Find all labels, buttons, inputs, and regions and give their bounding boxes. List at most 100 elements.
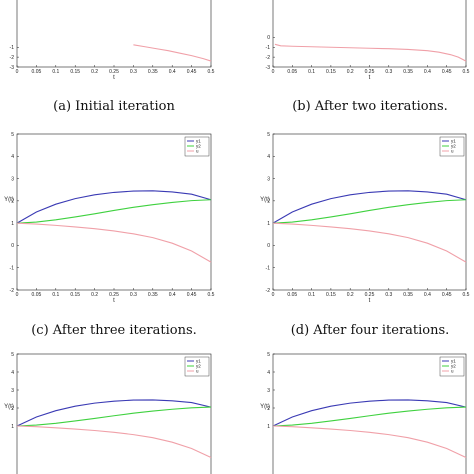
y-tick-label: -3 <box>266 65 271 71</box>
x-tick-label: 0 <box>272 69 275 75</box>
y-tick-label: -2 <box>10 288 15 294</box>
x-tick-label: 0.2 <box>91 292 98 298</box>
x-tick-label: 0.4 <box>169 292 176 298</box>
y-tick-label: 0 <box>11 243 14 249</box>
y-tick-label: 2 <box>267 199 270 205</box>
x-axis-label: t <box>113 298 115 304</box>
x-tick-label: 0 <box>272 292 275 298</box>
legend-label-u: u <box>196 149 199 154</box>
y-tick-label: -1 <box>266 45 271 51</box>
y-tick-label: 2 <box>11 406 14 412</box>
x-tick-label: 0.35 <box>148 292 158 298</box>
series-line-y2 <box>272 199 467 224</box>
x-tick-label: 0.15 <box>70 69 80 75</box>
y-tick-label: -1 <box>10 266 15 272</box>
legend-label-u: u <box>451 369 454 374</box>
plot-frame <box>272 353 467 474</box>
series-line-y1 <box>16 190 212 224</box>
y-axis-label: Y(t) <box>4 197 14 203</box>
series-line-y1 <box>16 399 212 427</box>
x-tick-label: 0.45 <box>442 69 452 75</box>
series-line-u <box>133 44 212 62</box>
series-line-y1 <box>272 190 467 224</box>
y-tick-label: 3 <box>11 176 14 182</box>
x-tick-label: 0.2 <box>347 292 354 298</box>
x-tick-label: 0.5 <box>208 69 215 75</box>
x-tick-label: 0 <box>16 69 19 75</box>
x-tick-label: 0.05 <box>287 69 297 75</box>
y-tick-label: 4 <box>267 154 270 160</box>
series-line-u <box>272 222 467 263</box>
series-line-u <box>274 43 467 62</box>
x-tick-label: 0.05 <box>32 292 42 298</box>
chart-panel-4: 0 0.05 0.1 0.15 0.2 0.25 0.3 0.35 0.4 0.45 0.5 -2 -1… <box>260 132 470 338</box>
y-tick-label: 5 <box>267 132 270 138</box>
y-tick-label: -3 <box>10 65 15 71</box>
chart-panel-3: 0 0.05 0.1 0.15 0.2 0.25 0.3 0.35 0.4 0.45 0.5 -2 -1… <box>4 132 215 338</box>
legend-label-y2: y2 <box>451 144 456 149</box>
figure-caption: (a) Initial iteration <box>53 99 175 114</box>
x-tick-label: 0.25 <box>109 69 119 75</box>
legend-label-u: u <box>451 149 454 154</box>
y-tick-label: -2 <box>266 55 271 61</box>
x-tick-label: 0.2 <box>347 69 354 75</box>
legend-label-y2: y2 <box>451 364 456 369</box>
y-tick-label: 3 <box>267 176 270 182</box>
y-tick-label: 4 <box>11 154 14 160</box>
legend-label-y2: y2 <box>196 144 201 149</box>
x-tick-label: 0.35 <box>148 69 158 75</box>
y-tick-label: 3 <box>267 388 270 394</box>
y-tick-label: 1 <box>267 221 270 227</box>
figure-caption: (c) After three iterations. <box>31 323 197 338</box>
y-tick-label: 2 <box>267 406 270 412</box>
x-tick-label: 0.05 <box>287 292 297 298</box>
plot-frame <box>272 133 467 291</box>
x-tick-label: 0.15 <box>70 292 80 298</box>
y-tick-label: 0 <box>267 35 270 41</box>
x-tick-label: 0.4 <box>169 69 176 75</box>
figure-caption: (d) After four iterations. <box>291 323 450 338</box>
x-tick-label: 0.35 <box>403 292 413 298</box>
series-line-u <box>16 222 212 263</box>
y-tick-label: 1 <box>11 424 14 430</box>
legend-label-y2: y2 <box>196 364 201 369</box>
figure-caption: (b) After two iterations. <box>292 99 448 114</box>
plot-frame <box>272 0 467 68</box>
series-line-y1 <box>272 399 467 427</box>
x-tick-label: 0.45 <box>187 69 197 75</box>
y-tick-label: 4 <box>11 370 14 376</box>
x-tick-label: 0.1 <box>308 292 315 298</box>
y-axis-label: Y(t) <box>260 197 270 203</box>
x-tick-label: 0.5 <box>463 69 470 75</box>
plot-frame <box>16 353 212 474</box>
y-tick-label: 0 <box>267 243 270 249</box>
series-line-y2 <box>16 199 212 224</box>
x-tick-label: 0 <box>16 292 19 298</box>
y-tick-label: 3 <box>11 388 14 394</box>
x-tick-label: 0.1 <box>52 292 59 298</box>
x-tick-label: 0.5 <box>463 292 470 298</box>
legend-label-y1: y1 <box>451 139 456 144</box>
y-tick-label: 5 <box>11 132 14 138</box>
y-axis-label: Y(t) <box>4 404 14 410</box>
x-tick-label: 0.3 <box>385 69 392 75</box>
legend-label-y1: y1 <box>451 359 456 364</box>
series-line-u <box>272 425 467 458</box>
x-tick-label: 0.25 <box>365 69 375 75</box>
x-axis-label: t <box>113 75 115 81</box>
plot-frame <box>16 133 212 291</box>
x-tick-label: 0.2 <box>91 69 98 75</box>
series-line-y2 <box>272 406 467 427</box>
x-tick-label: 0.1 <box>52 69 59 75</box>
legend-label-y1: y1 <box>196 359 201 364</box>
y-tick-label: 1 <box>11 221 14 227</box>
series-line-y2 <box>16 406 212 427</box>
y-tick-label: -1 <box>266 266 271 272</box>
y-tick-label: 5 <box>267 352 270 358</box>
y-tick-label: 4 <box>267 370 270 376</box>
y-tick-label: 1 <box>267 424 270 430</box>
y-tick-label: 5 <box>11 352 14 358</box>
x-tick-label: 0.25 <box>109 292 119 298</box>
